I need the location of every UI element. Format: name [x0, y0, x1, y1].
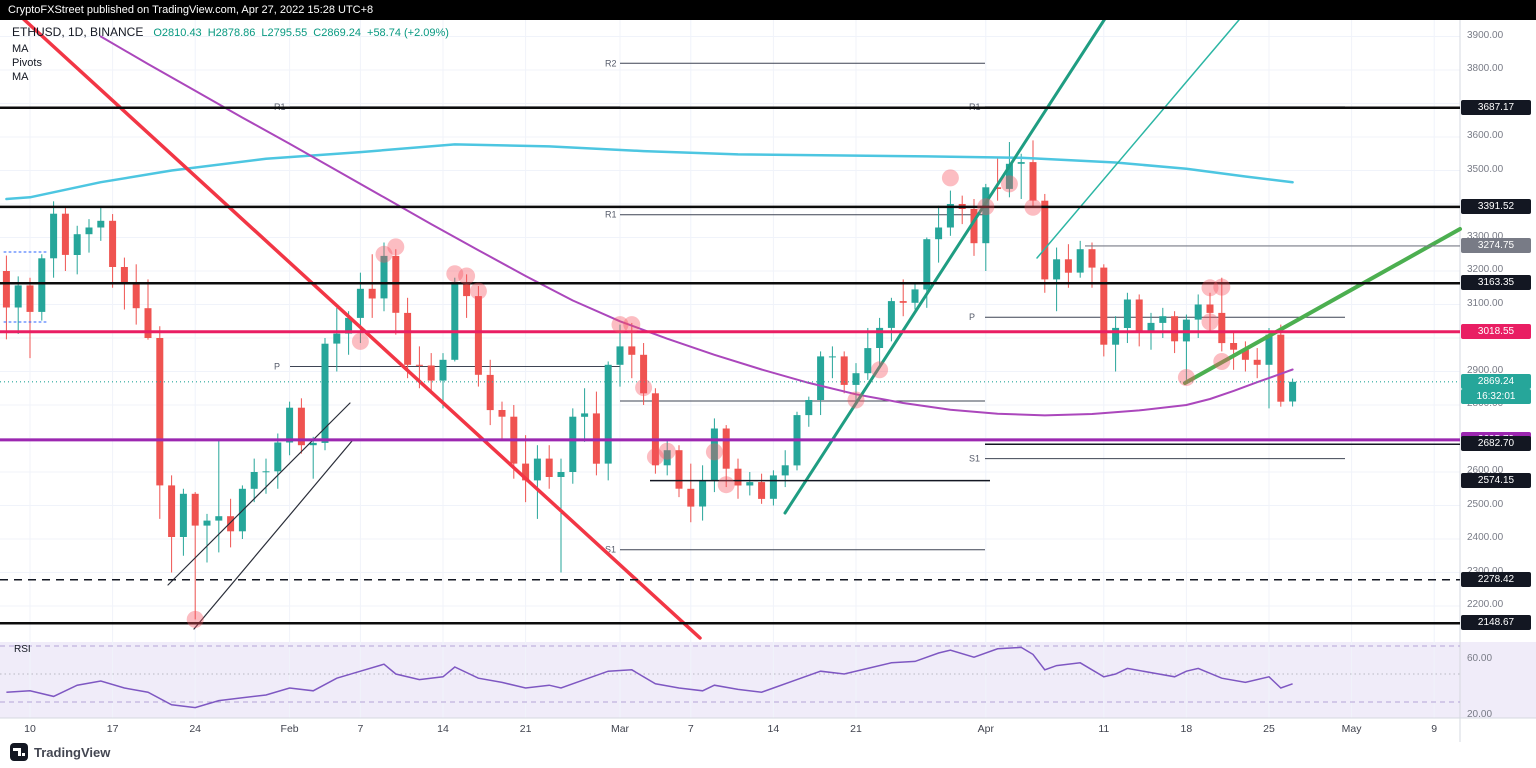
svg-text:R1: R1 — [605, 210, 617, 220]
publish-banner: CryptoFXStreet published on TradingView.… — [0, 0, 1536, 20]
svg-text:P: P — [274, 361, 280, 371]
uptrend-line-thin — [1036, 13, 1245, 259]
svg-text:S1: S1 — [605, 545, 616, 555]
svg-text:21: 21 — [520, 723, 532, 735]
indicator-ma-2[interactable]: MA — [12, 71, 29, 83]
svg-text:10: 10 — [24, 723, 36, 735]
price-tick: 2300.00 — [1467, 566, 1503, 577]
price-tick: 2900.00 — [1467, 364, 1504, 376]
price-level-label: 2148.67 — [1461, 615, 1531, 631]
svg-text:11: 11 — [1098, 723, 1109, 735]
channel-line-lower — [193, 440, 353, 630]
price-tick: 2600.00 — [1467, 465, 1504, 476]
svg-text:7: 7 — [688, 723, 694, 735]
gridlines — [0, 20, 1536, 742]
tradingview-wordmark[interactable]: TradingView — [34, 744, 111, 760]
price-level-label: 3163.35 — [1461, 275, 1531, 291]
ohlc-low: L2795.55 — [261, 27, 308, 39]
ohlc-close: C2869.24 — [313, 27, 362, 39]
tradingview-logo-icon[interactable] — [10, 743, 28, 761]
svg-text:25: 25 — [1263, 723, 1275, 735]
price-level-label: 2682.70 — [1461, 436, 1531, 452]
indicator-pivots[interactable]: Pivots — [12, 57, 42, 69]
svg-text:Mar: Mar — [611, 723, 630, 735]
uptrend-line-green — [1183, 227, 1462, 385]
rsi-tick: 20.00 — [1467, 709, 1493, 720]
price-tick: 3300.00 — [1467, 230, 1504, 242]
svg-text:21: 21 — [850, 723, 862, 735]
svg-text:Feb: Feb — [281, 723, 299, 735]
price-axis[interactable]: 3900.00 3800.00 3600.00 3500.00 3300.00 3200.… — [1460, 0, 1536, 768]
trendlines — [3, 12, 1462, 640]
price-level-label: 2574.15 — [1461, 472, 1531, 488]
svg-text:Apr: Apr — [978, 723, 995, 735]
ohlc-open: O2810.43 — [153, 27, 202, 39]
uptrend-line-steep — [783, 12, 1110, 515]
downtrend-line — [16, 12, 702, 640]
price-tick: 2500.00 — [1467, 498, 1504, 510]
rsi-indicator — [0, 645, 1460, 709]
price-tick: 2400.00 — [1467, 532, 1504, 543]
svg-text:24: 24 — [189, 723, 201, 735]
rsi-panel-bg — [0, 642, 1536, 718]
signal-markers — [186, 169, 1231, 628]
moving-averages — [5, 35, 1294, 417]
current-price-label: 2869.24 — [1461, 373, 1531, 389]
price-level-label: 3391.52 — [1461, 198, 1531, 214]
price-tick: 3800.00 — [1467, 63, 1504, 74]
indicator-ma-1[interactable]: MA — [12, 43, 29, 55]
svg-text:14: 14 — [768, 723, 780, 735]
footer: TradingView — [10, 743, 110, 761]
horizontal-levels — [0, 106, 1460, 625]
price-level-label: 3687.17 — [1461, 99, 1531, 115]
svg-text:P: P — [969, 312, 975, 322]
legend: ETHUSD, 1D, BINANCE O2810.43 H2878.86 L2795… — [12, 25, 455, 84]
time-axis-labels: 10 17 24 Feb 7 14 21 Mar 7 14 21 Apr 11 18 25 May 9 — [24, 723, 1437, 735]
svg-text:7: 7 — [357, 723, 363, 735]
svg-text:9: 9 — [1431, 723, 1437, 735]
svg-text:17: 17 — [107, 723, 119, 735]
price-tick: 3600.00 — [1467, 130, 1504, 141]
rsi-tick: 60.00 — [1467, 653, 1493, 664]
price-level-label: 2278.42 — [1461, 571, 1531, 587]
price-tick: 3900.00 — [1467, 29, 1504, 41]
price-level-label: 3018.55 — [1461, 323, 1531, 339]
svg-text:May: May — [1342, 723, 1363, 735]
rsi-indicator-label[interactable]: RSI — [14, 644, 31, 655]
price-tick: 3200.00 — [1467, 264, 1504, 275]
rsi-line — [6, 646, 1293, 709]
ohlc-high: H2878.86 — [207, 27, 256, 39]
symbol-title[interactable]: ETHUSD, 1D, BINANCE — [12, 25, 144, 39]
svg-text:S1: S1 — [969, 454, 980, 464]
svg-text:R2: R2 — [605, 58, 617, 68]
price-tick: 3500.00 — [1467, 163, 1504, 175]
svg-text:14: 14 — [437, 723, 449, 735]
candles — [2, 140, 1297, 620]
bar-countdown-label: 16:32:01 — [1461, 388, 1531, 404]
publish-banner-text: CryptoFXStreet published on TradingView.… — [8, 4, 374, 16]
price-level-label: 3274.75 — [1461, 237, 1531, 253]
svg-text:18: 18 — [1181, 723, 1193, 735]
ohlc-change: +58.74 (+2.09%) — [367, 27, 449, 39]
price-tick: 3100.00 — [1467, 297, 1504, 309]
price-tick: 2200.00 — [1467, 599, 1504, 610]
channel-line-upper — [167, 402, 351, 586]
